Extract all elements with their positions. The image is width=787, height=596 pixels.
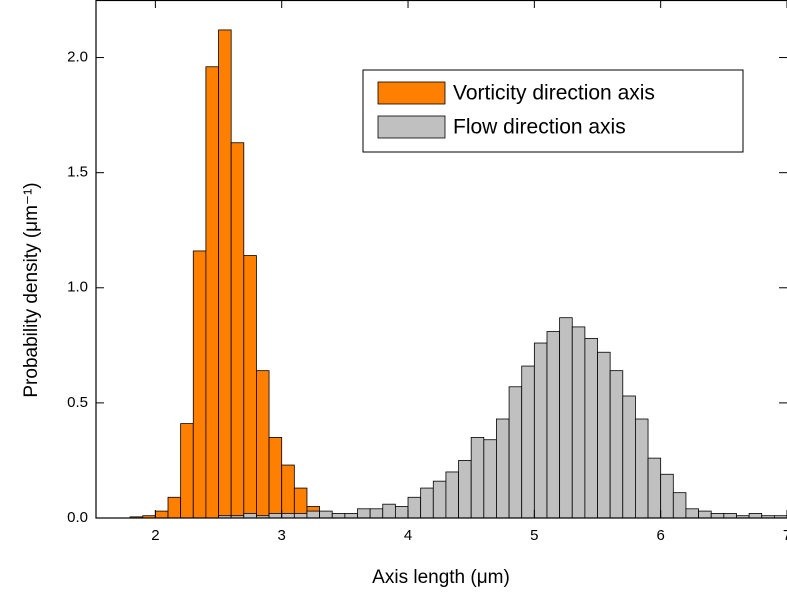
y-tick-label: 2.0	[67, 49, 88, 66]
bar	[609, 370, 624, 519]
y-tick-label: 1.0	[67, 279, 88, 296]
x-tick-label: 5	[530, 527, 538, 544]
plot-frame	[95, 0, 787, 519]
bar	[571, 326, 586, 519]
bar	[167, 496, 182, 519]
bar	[256, 370, 270, 519]
bar	[420, 487, 434, 519]
x-tick-label: 3	[278, 527, 286, 544]
bar	[154, 510, 169, 519]
bar	[635, 418, 649, 519]
legend-label: Vorticity direction axis	[453, 82, 655, 105]
bar	[369, 508, 384, 519]
bar	[597, 351, 611, 519]
bar	[306, 510, 320, 519]
bar	[319, 510, 333, 519]
bar	[458, 460, 472, 519]
bar	[584, 338, 598, 519]
bar	[723, 512, 737, 519]
bar	[748, 512, 763, 519]
bar	[647, 457, 662, 519]
bar	[470, 437, 485, 519]
legend-label: Flow direction axis	[453, 116, 626, 139]
legend-swatch	[377, 81, 446, 105]
bar	[268, 512, 283, 519]
bar	[496, 418, 510, 519]
x-tick-label: 6	[657, 527, 665, 544]
bar	[672, 492, 687, 519]
bar	[483, 439, 497, 519]
y-axis-label: Probability density (μm⁻¹)	[21, 182, 42, 397]
bar	[508, 386, 523, 519]
bar	[533, 342, 548, 519]
bar	[559, 317, 573, 519]
legend-swatch	[377, 115, 446, 139]
x-tick-label: 7	[783, 527, 787, 544]
y-tick-label: 0.5	[67, 394, 88, 411]
bar	[546, 331, 561, 519]
y-tick-label: 1.5	[67, 164, 88, 181]
bar	[281, 512, 295, 519]
bar	[432, 480, 447, 519]
bar	[685, 508, 699, 519]
bar	[281, 464, 295, 519]
bar	[622, 395, 636, 519]
bar	[382, 503, 396, 519]
bar	[521, 365, 535, 519]
y-tick-label: 0.0	[67, 509, 88, 526]
bar	[293, 512, 308, 519]
bar	[698, 510, 712, 519]
bar	[268, 437, 283, 519]
bar	[192, 250, 207, 519]
bar	[243, 512, 257, 519]
bar	[357, 508, 371, 519]
bar	[205, 66, 219, 519]
bar	[218, 29, 232, 519]
x-tick-label: 2	[151, 527, 159, 544]
bar	[394, 506, 409, 519]
x-tick-label: 4	[404, 527, 412, 544]
bar	[344, 512, 358, 519]
bar	[660, 473, 674, 519]
bar	[243, 255, 257, 519]
bar	[407, 496, 422, 519]
bar	[230, 142, 245, 519]
bar	[710, 512, 725, 519]
bar	[331, 512, 346, 519]
bar	[180, 423, 194, 519]
x-axis-label: Axis length (μm)	[372, 567, 510, 588]
bar	[445, 471, 459, 519]
